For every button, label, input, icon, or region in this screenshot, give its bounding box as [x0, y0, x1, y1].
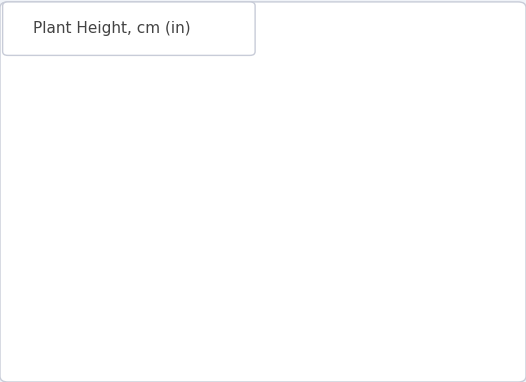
Text: Plant Height, cm (in): Plant Height, cm (in)	[33, 21, 190, 36]
